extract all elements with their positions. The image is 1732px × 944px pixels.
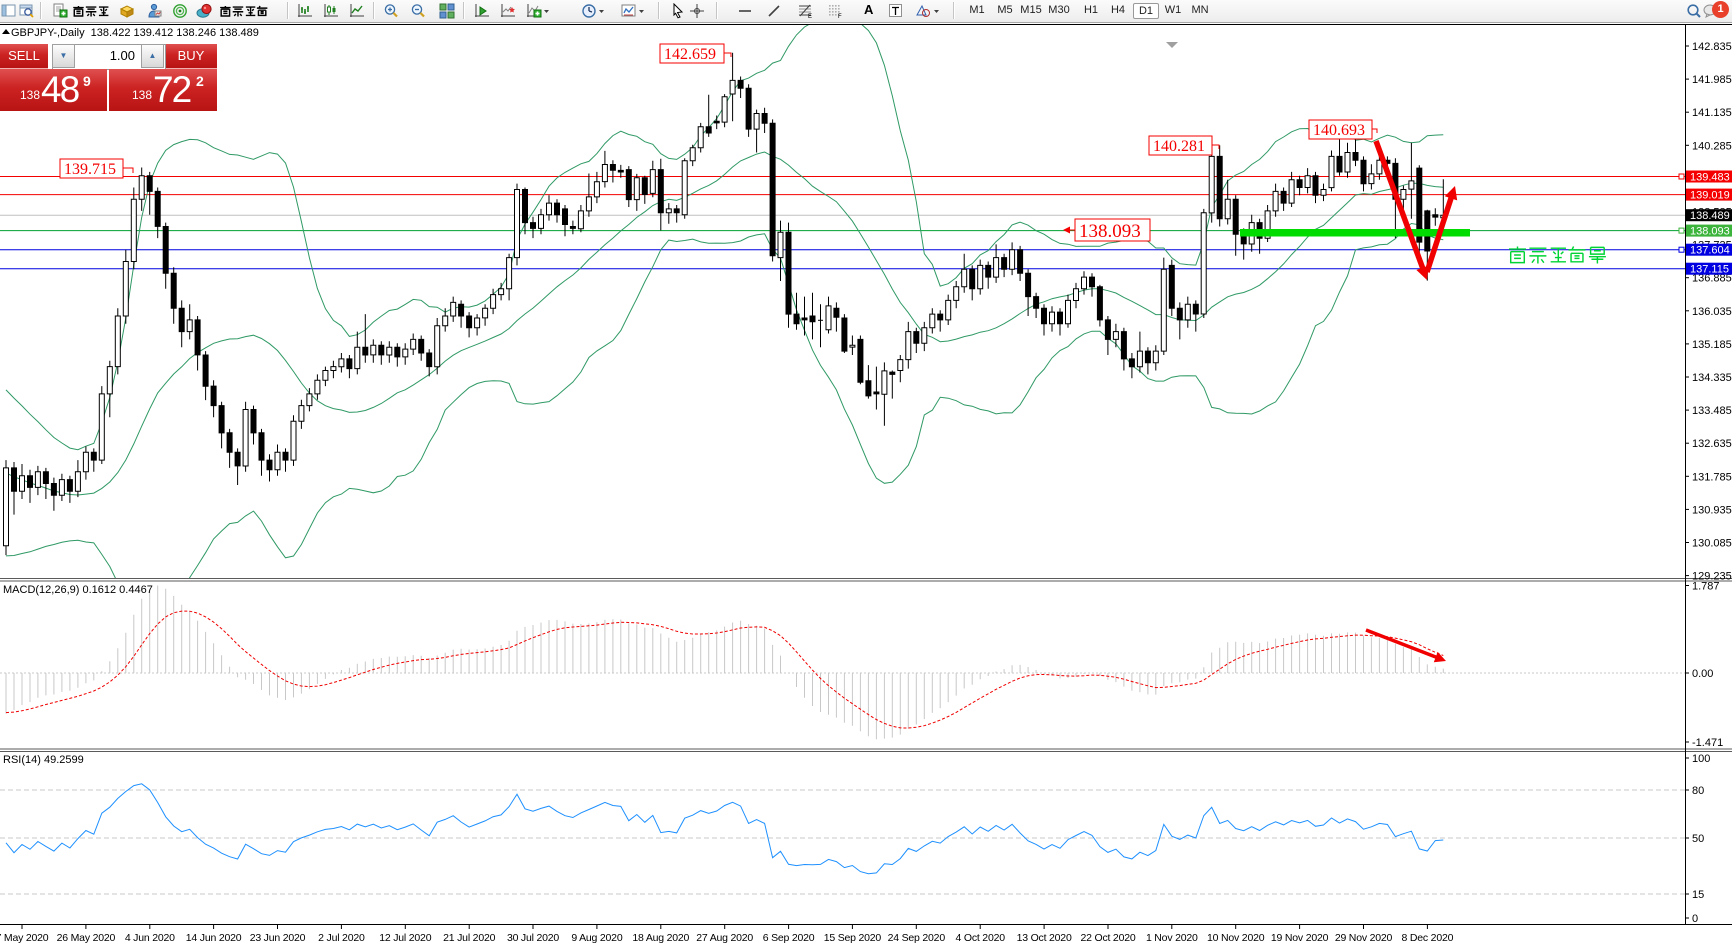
svg-text:135.185: 135.185	[1692, 339, 1732, 351]
svg-text:26 May 2020: 26 May 2020	[57, 932, 116, 944]
svg-text:138.093: 138.093	[1079, 221, 1141, 242]
svg-text:140.285: 140.285	[1692, 140, 1732, 152]
svg-text:137.115: 137.115	[1690, 264, 1729, 276]
svg-text:142.835: 142.835	[1692, 41, 1732, 53]
svg-text:4 Oct 2020: 4 Oct 2020	[956, 932, 1006, 944]
svg-text:141.985: 141.985	[1692, 74, 1732, 86]
svg-text:129.235: 129.235	[1692, 571, 1732, 583]
svg-text:10 Nov 2020: 10 Nov 2020	[1207, 932, 1265, 944]
svg-text:4 Jun 2020: 4 Jun 2020	[125, 932, 175, 944]
svg-text:6 Sep 2020: 6 Sep 2020	[763, 932, 815, 944]
svg-text:1 Nov 2020: 1 Nov 2020	[1146, 932, 1198, 944]
svg-text:137.604: 137.604	[1690, 245, 1730, 257]
svg-text:21 Jul 2020: 21 Jul 2020	[443, 932, 495, 944]
svg-text:140.281: 140.281	[1153, 138, 1205, 155]
svg-text:13 Oct 2020: 13 Oct 2020	[1017, 932, 1072, 944]
svg-text:14 Jun 2020: 14 Jun 2020	[186, 932, 242, 944]
svg-text:136.035: 136.035	[1692, 306, 1732, 318]
svg-text:139.483: 139.483	[1690, 172, 1730, 184]
svg-text:9 Aug 2020: 9 Aug 2020	[571, 932, 622, 944]
svg-text:100: 100	[1692, 753, 1710, 765]
svg-text:27 Aug 2020: 27 Aug 2020	[696, 932, 753, 944]
svg-text:80: 80	[1692, 785, 1704, 797]
svg-text:23 Jun 2020: 23 Jun 2020	[250, 932, 306, 944]
svg-text:134.335: 134.335	[1692, 372, 1732, 384]
svg-text:0: 0	[1692, 913, 1698, 925]
svg-text:7 May 2020: 7 May 2020	[0, 932, 49, 944]
svg-text:F: F	[838, 14, 842, 19]
svg-text:E: E	[808, 14, 812, 19]
svg-text:133.485: 133.485	[1692, 405, 1732, 417]
svg-text:18 Aug 2020: 18 Aug 2020	[632, 932, 689, 944]
svg-text:30 Jul 2020: 30 Jul 2020	[507, 932, 559, 944]
svg-text:50: 50	[1692, 833, 1704, 845]
svg-text:RSI(14) 49.2599: RSI(14) 49.2599	[3, 754, 84, 766]
svg-text:139.019: 139.019	[1690, 190, 1730, 202]
svg-text:140.693: 140.693	[1313, 122, 1365, 139]
svg-text:132.635: 132.635	[1692, 438, 1732, 450]
svg-text:12 Jul 2020: 12 Jul 2020	[379, 932, 431, 944]
svg-text:136.885: 136.885	[1692, 273, 1732, 285]
svg-text:130.935: 130.935	[1692, 504, 1732, 516]
svg-text:130.085: 130.085	[1692, 538, 1732, 550]
svg-text:1.787: 1.787	[1692, 581, 1720, 593]
svg-text:0.00: 0.00	[1692, 668, 1713, 680]
svg-text:22 Oct 2020: 22 Oct 2020	[1080, 932, 1135, 944]
svg-text:2 Jul 2020: 2 Jul 2020	[318, 932, 365, 944]
svg-text:MACD(12,26,9) 0.1612 0.4467: MACD(12,26,9) 0.1612 0.4467	[3, 584, 153, 596]
svg-text:24 Sep 2020: 24 Sep 2020	[888, 932, 946, 944]
svg-text:-1.471: -1.471	[1692, 737, 1723, 749]
svg-text:131.785: 131.785	[1692, 471, 1732, 483]
svg-text:15 Sep 2020: 15 Sep 2020	[824, 932, 882, 944]
svg-text:19 Nov 2020: 19 Nov 2020	[1271, 932, 1329, 944]
svg-text:138.489: 138.489	[1690, 210, 1730, 222]
svg-text:142.659: 142.659	[664, 46, 716, 63]
svg-text:29 Nov 2020: 29 Nov 2020	[1335, 932, 1393, 944]
svg-text:141.135: 141.135	[1692, 107, 1732, 119]
svg-text:15: 15	[1692, 889, 1704, 901]
svg-text:138.093: 138.093	[1690, 226, 1730, 238]
svg-text:8 Dec 2020: 8 Dec 2020	[1402, 932, 1454, 944]
svg-text:139.715: 139.715	[64, 161, 116, 178]
